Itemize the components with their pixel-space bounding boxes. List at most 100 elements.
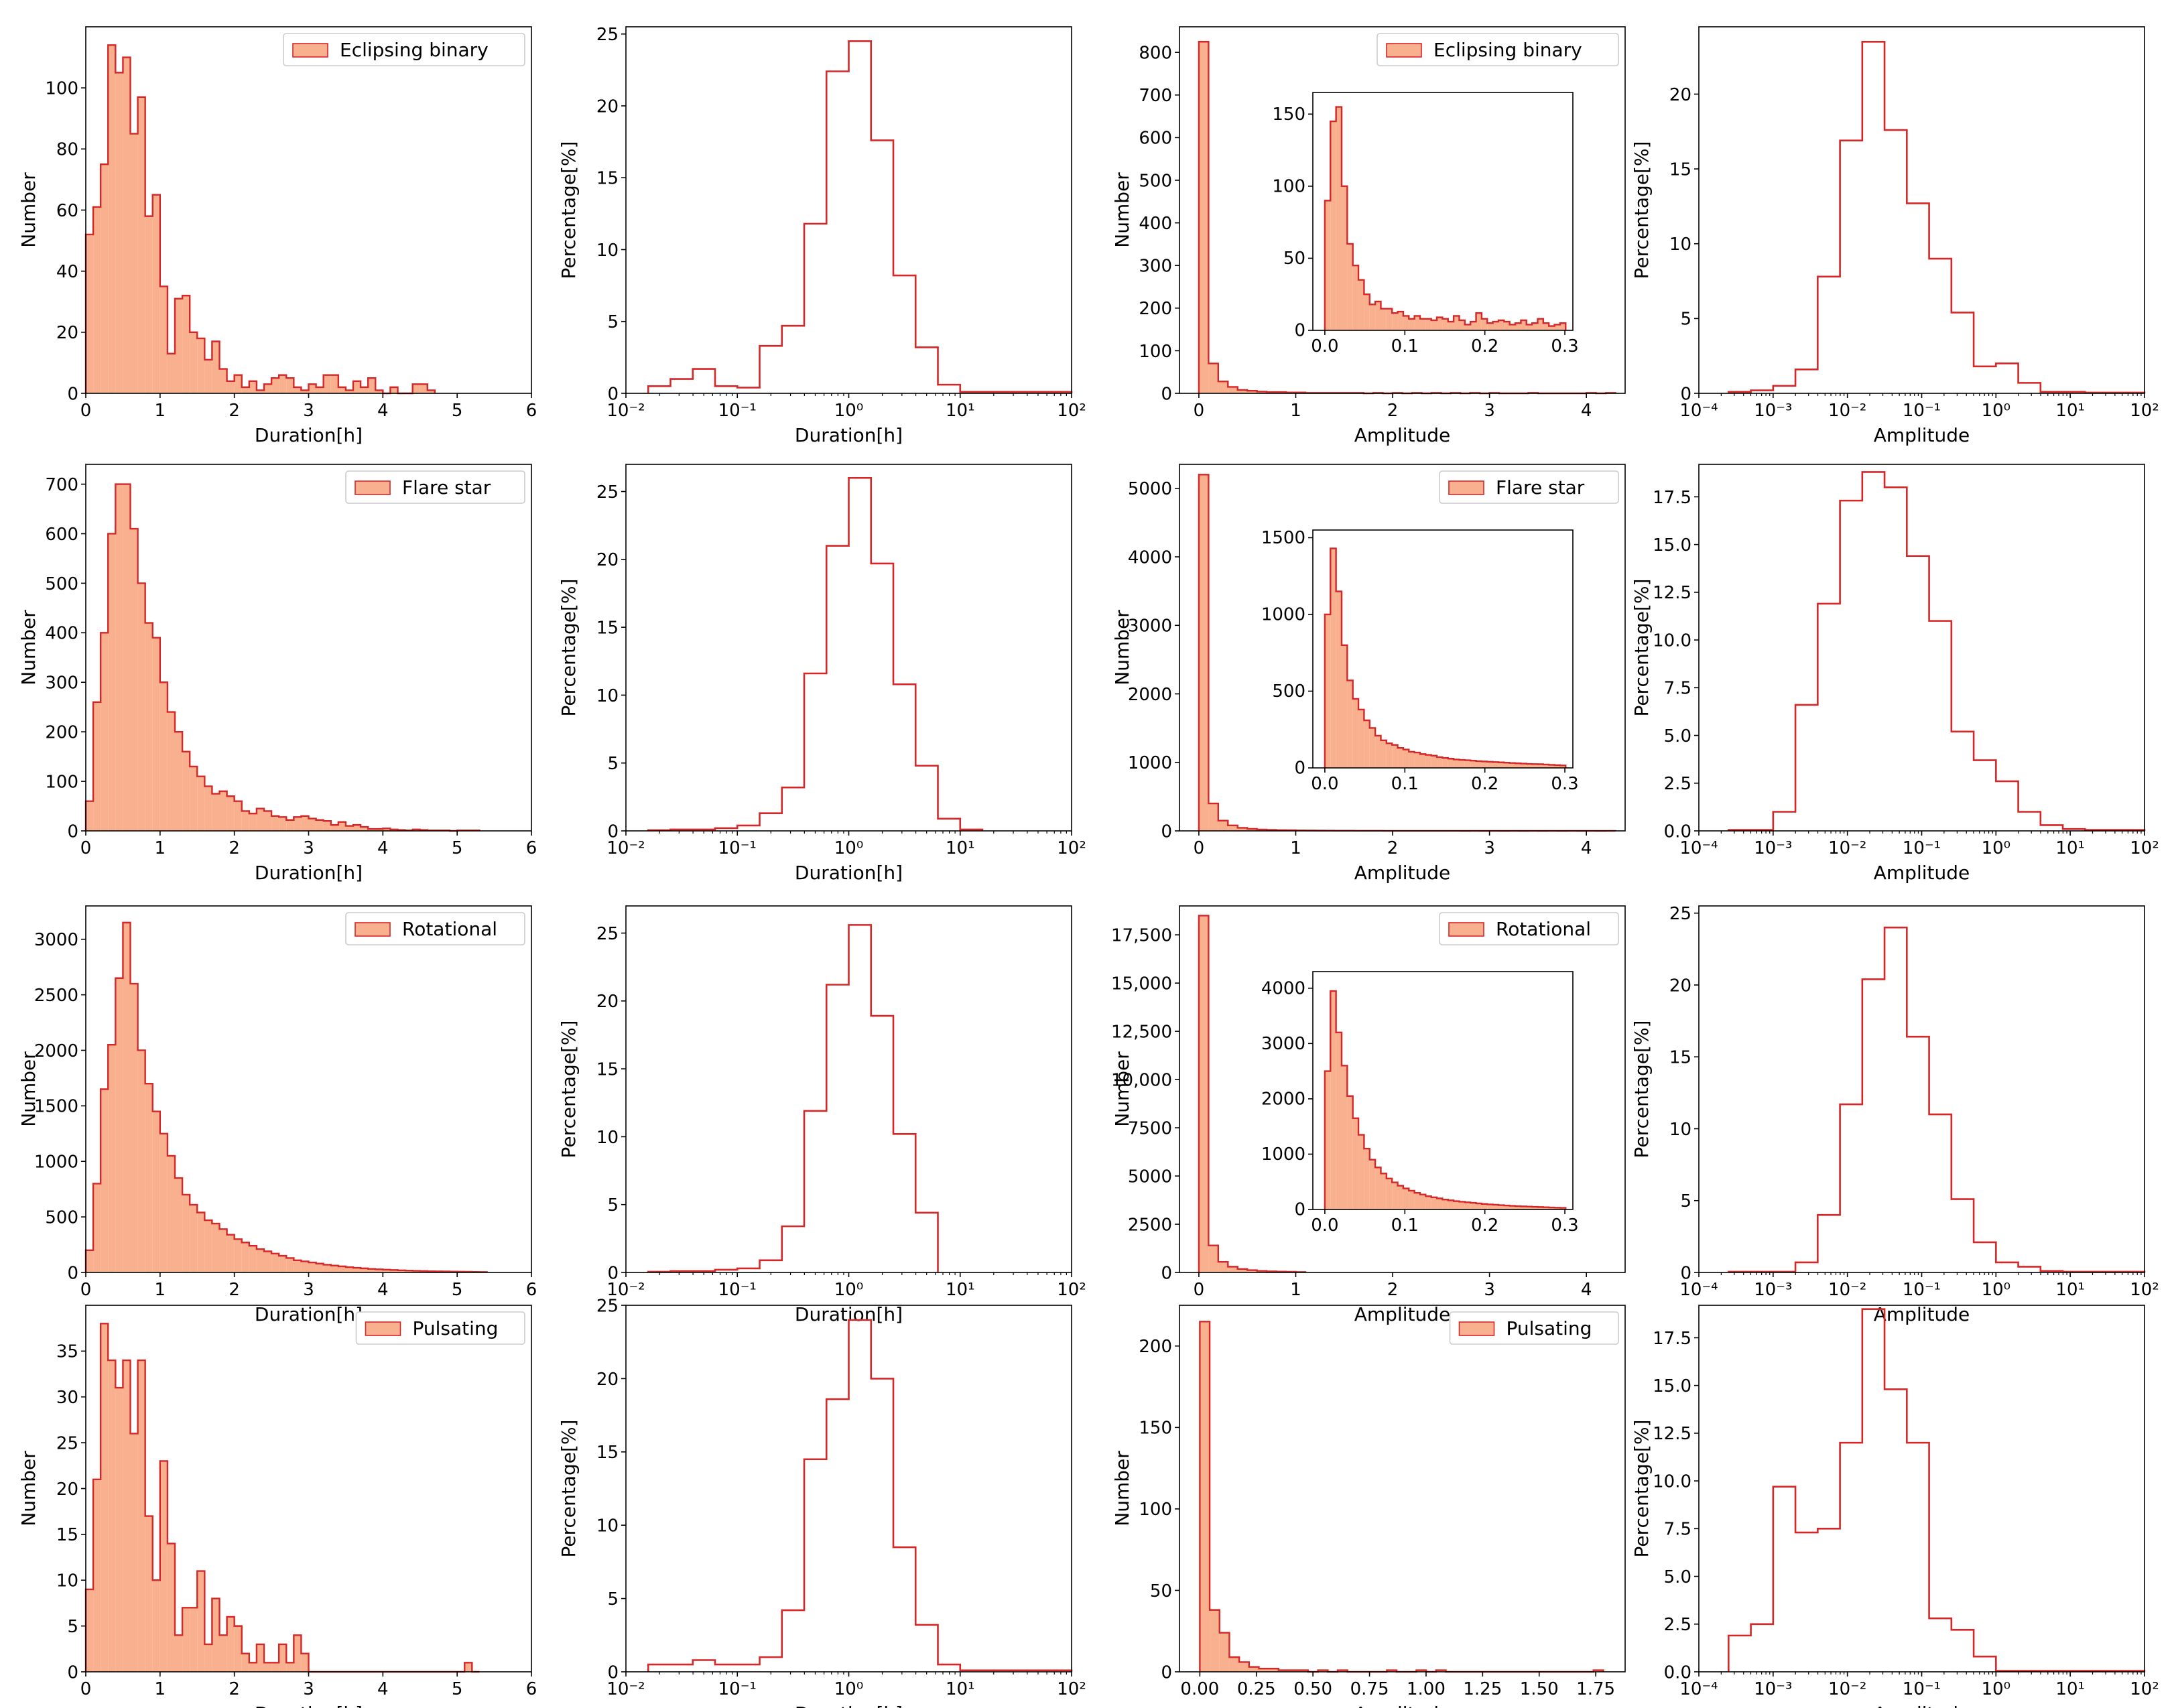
histogram-bar [383, 828, 391, 831]
panel-p32: 0 50 100 150 200 0.00 0.25 0.50 0.75 1.00 1.25 1.50… [1111, 1305, 1626, 1708]
histogram-bar [1387, 1670, 1397, 1672]
x-tick-label: 3 [1484, 1280, 1495, 1300]
y-tick-label: 20 [1669, 976, 1691, 996]
x-tick-label: 0.3 [1551, 774, 1578, 794]
legend-box [345, 912, 525, 945]
histogram-bar [93, 1479, 101, 1672]
histogram-bar [241, 387, 249, 393]
histogram-bar [271, 1662, 279, 1672]
histogram-bar [1239, 1662, 1249, 1672]
x-tick-label: 5 [452, 838, 463, 858]
y-tick-label: 500 [1272, 681, 1305, 702]
x-tick-label: 0.75 [1350, 1679, 1389, 1699]
histogram-bar [182, 751, 190, 831]
histogram-bar [130, 1433, 138, 1672]
histogram-bar [1549, 1207, 1555, 1209]
histogram-bar [1498, 320, 1505, 330]
y-tick-label: 1500 [1261, 528, 1305, 548]
x-tick-label: 10⁻¹ [1903, 1280, 1941, 1300]
histogram-bar [1481, 318, 1488, 330]
histogram-bars [1198, 915, 1307, 1273]
histogram-bar [130, 529, 138, 831]
histogram-bar [301, 390, 309, 393]
histogram-bar [279, 1644, 287, 1672]
histogram-bar [137, 96, 145, 393]
y-tick-label: 0 [607, 822, 619, 842]
histogram-bars [84, 1323, 480, 1673]
histogram-bar [264, 1662, 272, 1672]
histogram-bar [1464, 324, 1471, 330]
legend-box [1377, 33, 1619, 66]
histogram-bar [286, 819, 294, 831]
histogram-bar [1409, 1190, 1415, 1209]
y-tick-label: 0 [1294, 321, 1305, 341]
x-axis-label: Amplitude [1874, 424, 1970, 446]
histogram-bar [1386, 743, 1393, 768]
histogram-bar [316, 387, 324, 393]
histogram-bar [123, 922, 131, 1272]
y-axis-label: Percentage[%] [558, 1420, 580, 1558]
histogram-bar [375, 1269, 383, 1272]
y-tick-label: 0 [1294, 1200, 1305, 1220]
histogram-bar [1559, 1207, 1566, 1209]
histogram-bar [368, 378, 376, 393]
histogram-bar [159, 1461, 168, 1672]
x-tick-label: 5 [452, 1679, 463, 1699]
histogram-bar [1448, 759, 1454, 768]
y-tick-label: 25 [1669, 904, 1691, 924]
y-tick-label: 5000 [1128, 1167, 1172, 1187]
x-tick-label: 10⁻² [1828, 1280, 1866, 1300]
histogram-bar [1352, 698, 1359, 768]
y-tick-label: 10.0 [1653, 631, 1691, 651]
x-tick-label: 4 [1581, 401, 1592, 421]
x-tick-label: 0.3 [1551, 1216, 1578, 1236]
x-tick-label: 0 [80, 401, 92, 421]
panel-p11: 0 5 10 15 20 25 10⁻² 10⁻¹ 10⁰ 10¹ 10² Duration[h] Pe… [558, 464, 1086, 884]
histogram-bar [219, 369, 227, 393]
x-tick-label: 10¹ [946, 401, 975, 421]
histogram-bar [1369, 728, 1376, 768]
x-axis-label: Amplitude [1354, 1703, 1451, 1708]
inset-p22: 0 1000 2000 3000 4000 0.0 0.1 0.2 0.3 [1261, 971, 1579, 1236]
y-axis-label: Percentage[%] [558, 141, 580, 279]
histogram-bar [316, 1263, 324, 1272]
y-tick-label: 4000 [1128, 547, 1172, 568]
histogram-bar [197, 338, 205, 393]
histogram-bars [84, 44, 436, 395]
histogram-bar [1487, 323, 1493, 330]
histogram-bar [101, 1089, 109, 1272]
x-tick-label: 10² [2130, 1679, 2159, 1699]
panel-p20: 0 500 1000 1500 2000 2500 3000 0 1 2 3 4 5 6 Duration[… [17, 905, 537, 1325]
y-tick-label: 3000 [1128, 616, 1172, 637]
histogram-bar [279, 375, 287, 393]
y-tick-label: 500 [45, 1207, 78, 1228]
histogram-bar [1200, 1321, 1210, 1672]
y-tick-label: 10.0 [1653, 1471, 1691, 1492]
histogram-bar [1459, 760, 1465, 768]
panel-p33: 0.0 2.5 5.0 7.5 10.0 12.5 15.0 17.5 10⁻⁴ 10⁻³ 10⁻²… [1630, 1305, 2159, 1708]
y-tick-label: 0 [607, 1263, 619, 1283]
histogram-bar [101, 164, 109, 393]
histogram-bar [1492, 1204, 1498, 1209]
y-axis-label: Percentage[%] [1630, 579, 1653, 717]
histogram-bar [145, 216, 153, 393]
histogram-bar [420, 384, 428, 393]
histogram-bar [115, 484, 123, 831]
histogram-bar [1481, 761, 1488, 768]
y-tick-label: 17.5 [1653, 1329, 1691, 1349]
legend-label: Eclipsing binary [340, 39, 489, 61]
y-tick-label: 5 [67, 1617, 78, 1637]
x-axis-label: Amplitude [1354, 1303, 1451, 1325]
axes-frame [1179, 464, 1626, 832]
y-tick-label: 80 [56, 140, 78, 160]
histogram-bar [1521, 763, 1527, 768]
x-tick-label: 1.50 [1520, 1679, 1559, 1699]
x-tick-label: 10⁰ [834, 1280, 864, 1300]
legend: Flare star [345, 470, 525, 504]
y-tick-label: 12.5 [1653, 583, 1691, 603]
panel-p03: 0 5 10 15 20 10⁻⁴ 10⁻³ 10⁻² 10⁻¹ 10⁰ 10¹ 10² Amplitu… [1630, 26, 2159, 446]
histogram-bar [256, 1249, 264, 1272]
y-tick-label: 60 [56, 201, 78, 221]
histogram-bar [1559, 323, 1566, 330]
panel-p23: 0 5 10 15 20 25 10⁻⁴ 10⁻³ 10⁻² 10⁻¹ 10⁰ 10¹ 10² Ampli… [1630, 904, 2159, 1325]
